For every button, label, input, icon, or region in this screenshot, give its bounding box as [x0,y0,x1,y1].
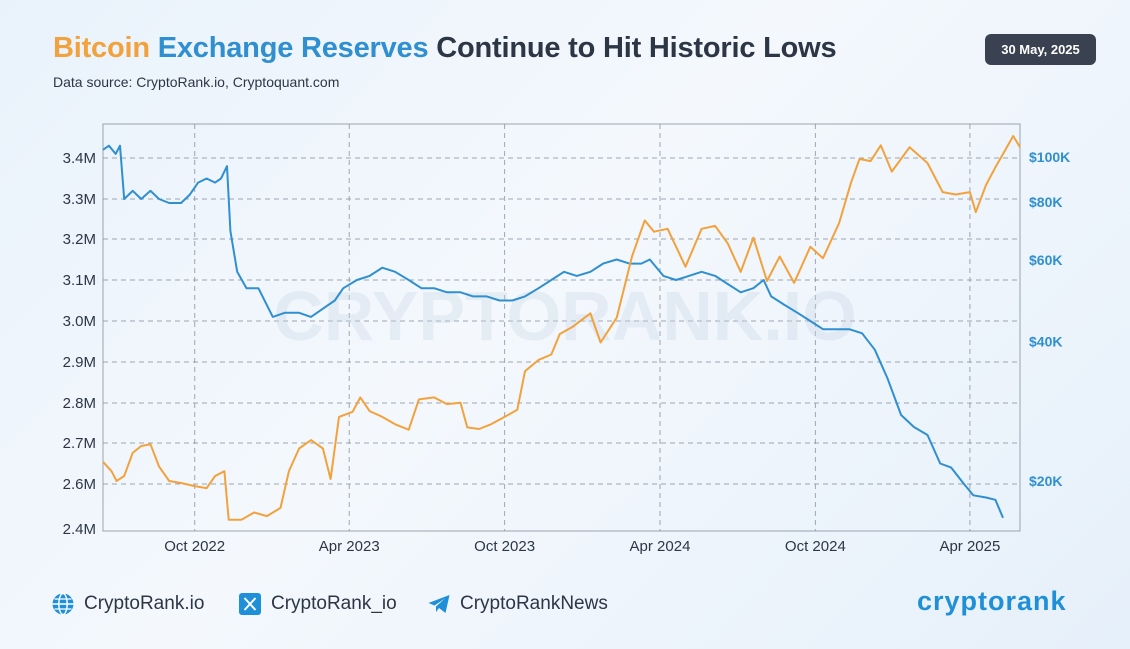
x-tick-label: Oct 2024 [785,538,846,555]
x-logo-icon [239,593,261,615]
x-tick-label: Apr 2025 [939,538,1000,555]
brand-logo: cryptorank [917,586,1067,616]
y-right-tick-label: $20K [1029,473,1062,489]
y-left-tick-label: 2.7M [63,435,96,452]
y-left-tick-label: 3.2M [63,231,96,248]
footer-telegram[interactable]: CryptoRankNews [427,592,608,616]
y-left-tick-label: 2.9M [63,354,96,371]
footer-website[interactable]: CryptoRank.io [51,592,204,616]
y-right-tick-label: $60K [1029,252,1062,268]
y-left-tick-label: 2.8M [63,395,96,412]
price-line [102,135,1021,521]
data-source-note: Data source: CryptoRank.io, Cryptoquant.… [53,74,340,90]
y-left-tick-label: 2.4M [63,521,96,538]
title-rest: Continue to Hit Historic Lows [436,32,837,64]
x-tick-label: Apr 2024 [630,538,691,555]
y-left-tick-label: 3.3M [63,191,96,208]
footer-telegram-label: CryptoRankNews [460,593,608,614]
telegram-icon [428,595,450,613]
globe-icon [52,592,74,616]
y-right-tick-label: $40K [1029,333,1062,349]
y-right-tick-label: $100K [1029,149,1070,165]
date-badge: 30 May, 2025 [985,34,1096,65]
footer-x-label: CryptoRank_io [271,593,397,614]
x-tick-label: Apr 2023 [319,538,380,555]
chart-svg: CRYPTORANK.IO Oct 2022 Apr 2023 Oct 2023 Ap… [63,123,1071,555]
y-left-tick-label: 3.0M [63,313,96,330]
y-left-tick-label: 3.4M [63,150,96,167]
x-tick-label: Oct 2022 [164,538,225,555]
chart-title: Bitcoin Exchange Reserves Continue to Hi… [53,32,837,65]
footer-website-label: CryptoRank.io [84,593,205,614]
axis-layer: Oct 2022 Apr 2023 Oct 2023 Apr 2024 Oct 2024… [63,149,1071,555]
y-right-tick-label: $80K [1029,194,1062,210]
y-left-tick-label: 3.1M [63,272,96,289]
footer-x-account[interactable]: CryptoRank_io [238,592,397,616]
reserves-line [102,144,1004,519]
watermark: CRYPTORANK.IO [273,277,856,355]
plot-frame [102,123,1021,532]
x-tick-label: Oct 2023 [474,538,535,555]
title-word-exchange-reserves: Exchange Reserves [157,32,429,64]
series-layer [102,135,1021,521]
y-left-tick-label: 2.6M [63,476,96,493]
title-word-bitcoin: Bitcoin [53,32,150,64]
